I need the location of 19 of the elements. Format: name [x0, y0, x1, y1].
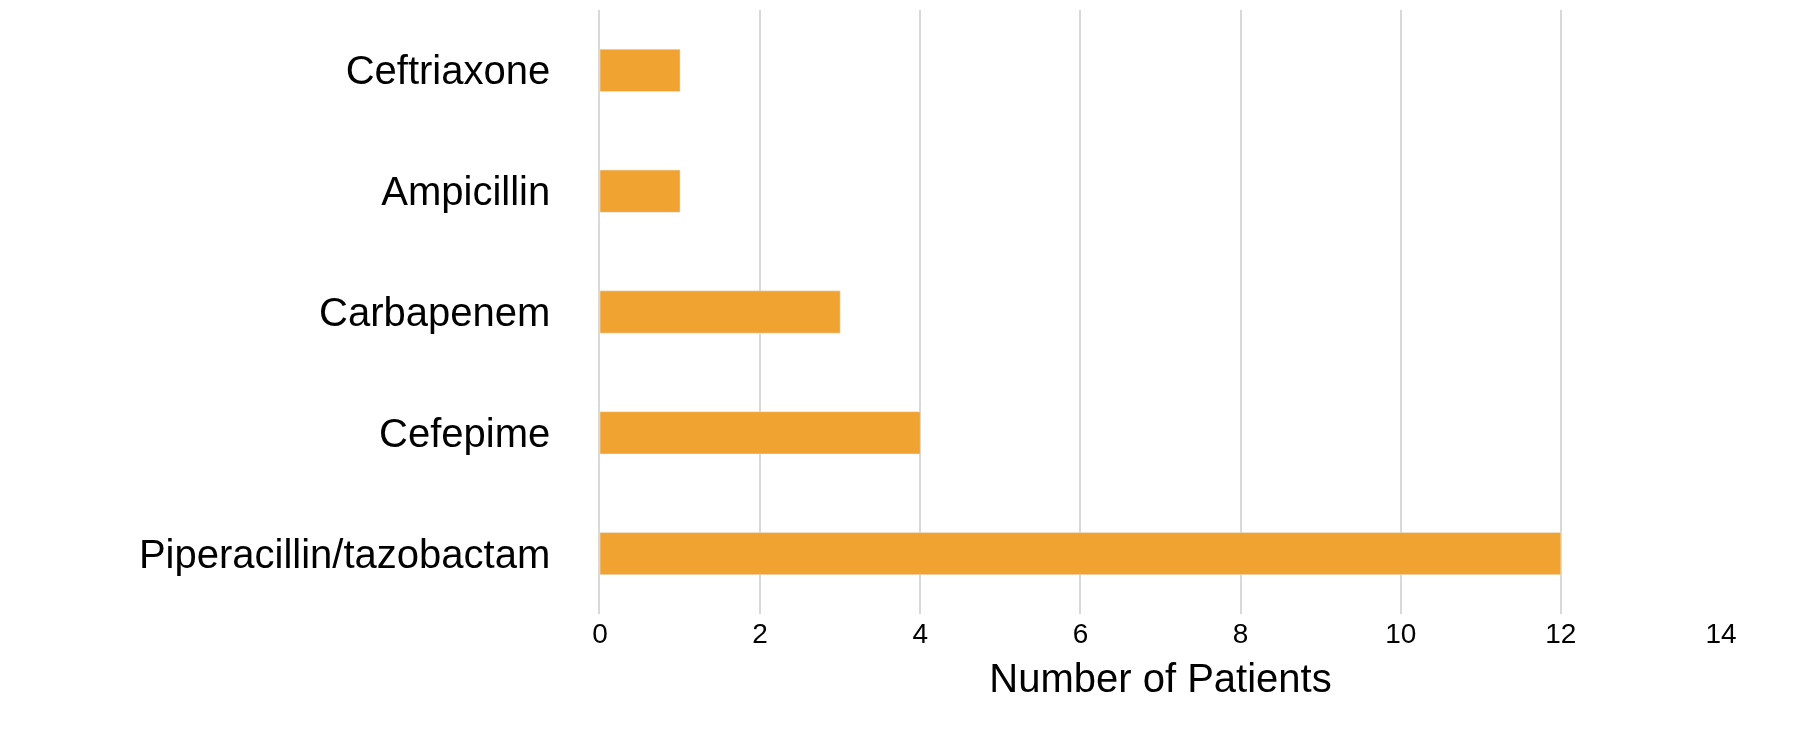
y-tick-label: Ceftriaxone [345, 48, 551, 93]
x-tick-label: 4 [912, 618, 929, 649]
x-tick-label: 8 [1232, 618, 1249, 649]
x-tick-label: 14 [1705, 618, 1737, 649]
x-tick-label: 0 [592, 618, 608, 649]
bar [600, 411, 921, 455]
y-tick-label: Carbapenem [319, 290, 551, 334]
bar [600, 169, 681, 213]
x-tick-label: 12 [1545, 618, 1577, 649]
bar [600, 49, 681, 92]
bar [600, 532, 1562, 575]
x-tick-label: 2 [752, 618, 768, 649]
bar [600, 290, 841, 334]
x-axis-title: Number of Patients [989, 655, 1332, 700]
y-tick-label: Ampicillin [381, 169, 551, 214]
x-tick-label: 10 [1385, 618, 1417, 649]
y-tick-label: Piperacillin/tazobactam [138, 531, 551, 576]
x-tick-label: 6 [1072, 618, 1089, 649]
y-tick-label: Cefepime [379, 410, 551, 455]
